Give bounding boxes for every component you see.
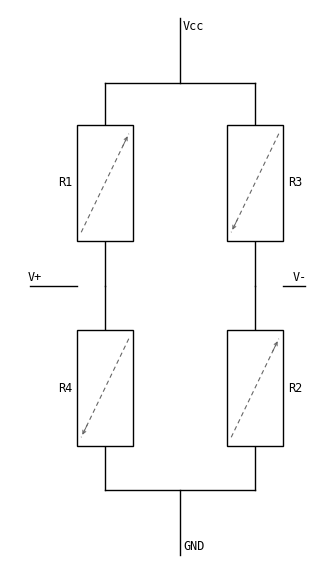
Text: Vcc: Vcc [183,20,204,33]
Bar [77,330,133,446]
Text: R3: R3 [288,176,302,190]
Bar [227,125,283,241]
Bar [77,125,133,241]
Text: R1: R1 [58,176,72,190]
Bar [227,330,283,446]
Text: GND: GND [183,540,204,553]
Text: R2: R2 [288,382,302,394]
Text: R4: R4 [58,382,72,394]
Text: V+: V+ [28,271,42,284]
Text: V-: V- [293,271,307,284]
